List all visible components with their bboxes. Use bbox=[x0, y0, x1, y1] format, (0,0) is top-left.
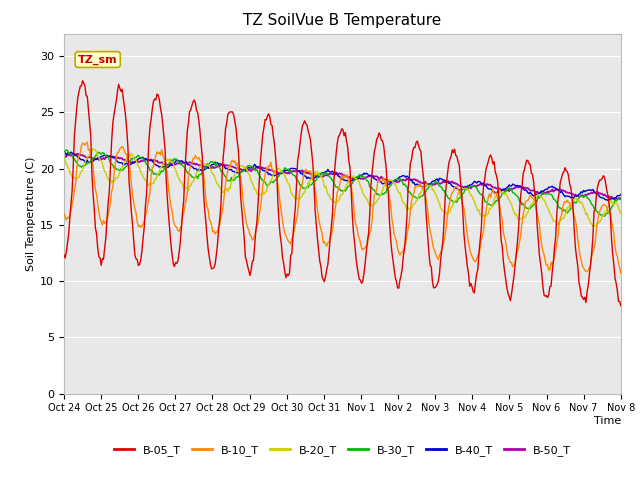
Legend: B-05_T, B-10_T, B-20_T, B-30_T, B-40_T, B-50_T: B-05_T, B-10_T, B-20_T, B-30_T, B-40_T, … bbox=[109, 440, 575, 460]
Y-axis label: Soil Temperature (C): Soil Temperature (C) bbox=[26, 156, 36, 271]
Title: TZ SoilVue B Temperature: TZ SoilVue B Temperature bbox=[243, 13, 442, 28]
Text: TZ_sm: TZ_sm bbox=[78, 54, 118, 65]
X-axis label: Time: Time bbox=[593, 416, 621, 426]
